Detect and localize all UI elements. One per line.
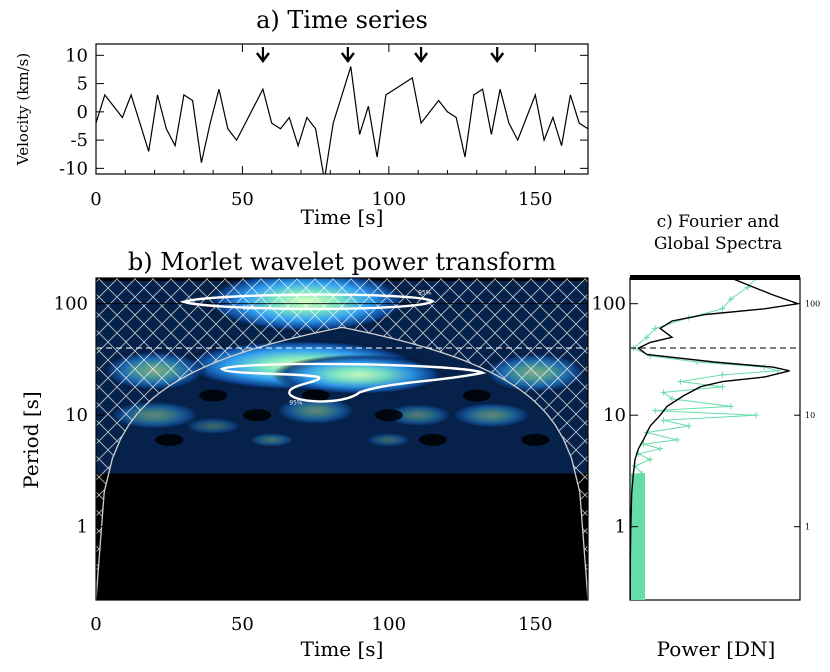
panel-c-ytick-label: 100: [592, 294, 626, 315]
panel-a-ytick-label: 5: [77, 74, 88, 95]
cone-of-influence-line: [96, 326, 588, 600]
panel-a-title: a) Time series: [256, 6, 428, 34]
cone-of-influence-hatch: [96, 278, 588, 600]
panel-c-title-line1: c) Fourier and: [657, 212, 780, 232]
panel-a-xtick-label: 100: [372, 189, 406, 210]
panel-c-ytick-label: 1: [615, 517, 626, 538]
panel-c-xlabel: Power [DN]: [657, 637, 776, 661]
power-hole: [418, 433, 447, 446]
power-blob: [183, 417, 243, 435]
power-blob: [248, 432, 296, 448]
down-arrow-head: [490, 52, 505, 63]
down-arrow-icon: [255, 47, 270, 63]
panel-c-ytick-right-label: 1: [805, 523, 810, 532]
panel-a-series-line: [96, 66, 588, 174]
panel-a-xtick-label: 0: [90, 189, 101, 210]
panel-c-ytick-right-label: 10: [805, 411, 815, 420]
power-blob: [383, 403, 454, 427]
power-blob: [274, 396, 357, 426]
down-arrow-icon: [340, 47, 355, 63]
panel-c-frame: [629, 277, 801, 601]
panel-a-frame: [95, 43, 589, 175]
panel-c-ytick-right-label: 100: [805, 300, 820, 309]
panel-a-ytick-label: -10: [59, 158, 88, 179]
panel-c-top-ticks: [630, 275, 800, 280]
panel-a-xtick-label: 50: [231, 189, 254, 210]
panel-b-frame: [95, 277, 589, 601]
power-hole: [199, 389, 228, 402]
down-arrow-head: [255, 52, 270, 63]
panel-a-xtick-label: 150: [518, 189, 552, 210]
power-blob: [365, 432, 413, 448]
significance-contour: [179, 293, 435, 311]
power-hole: [243, 409, 272, 422]
panel-b-ytick-label: 1: [77, 517, 88, 538]
panel-b-ylabel: Period [s]: [19, 391, 43, 488]
panel-b-xlabel: Time [s]: [301, 637, 384, 661]
power-hole: [521, 433, 550, 446]
down-arrow-head: [414, 52, 429, 63]
down-arrow-head: [340, 52, 355, 63]
panel-b-xtick-label: 100: [372, 614, 406, 635]
panel-a-ylabel: Velocity (km/s): [14, 53, 32, 166]
power-hole: [155, 433, 184, 446]
panel-b-xtick-label: 50: [231, 614, 254, 635]
contour-label: 95%: [418, 289, 432, 296]
panel-b-title: b) Morlet wavelet power transform: [128, 248, 556, 276]
panel-c-title-line2: Global Spectra: [654, 234, 782, 254]
power-hole: [301, 389, 330, 402]
down-arrow-icon: [414, 47, 429, 63]
fourier-low-period-fill: [631, 473, 645, 600]
power-hole: [374, 409, 403, 422]
power-blob: [450, 402, 533, 429]
contour-label: 95%: [289, 399, 303, 406]
panel-a-ytick-label: 0: [77, 102, 88, 123]
panel-b-xtick-label: 150: [518, 614, 552, 635]
panel-c-ytick-label: 10: [603, 405, 626, 426]
panel-a-ytick-label: 10: [65, 45, 88, 66]
panel-b-ytick-label: 10: [65, 405, 88, 426]
fourier-spectrum-line: [632, 278, 778, 600]
panel-b-ytick-label: 100: [54, 294, 88, 315]
down-arrow-icon: [490, 47, 505, 63]
power-hole: [462, 389, 491, 402]
global-spectrum-line: [630, 278, 799, 600]
panel-b-xtick-label: 0: [90, 614, 101, 635]
significance-contour: [219, 362, 487, 403]
panel-a-ytick-label: -5: [70, 130, 88, 151]
panel-a-xlabel: Time [s]: [301, 205, 384, 229]
contour-label: 95%: [242, 305, 256, 312]
